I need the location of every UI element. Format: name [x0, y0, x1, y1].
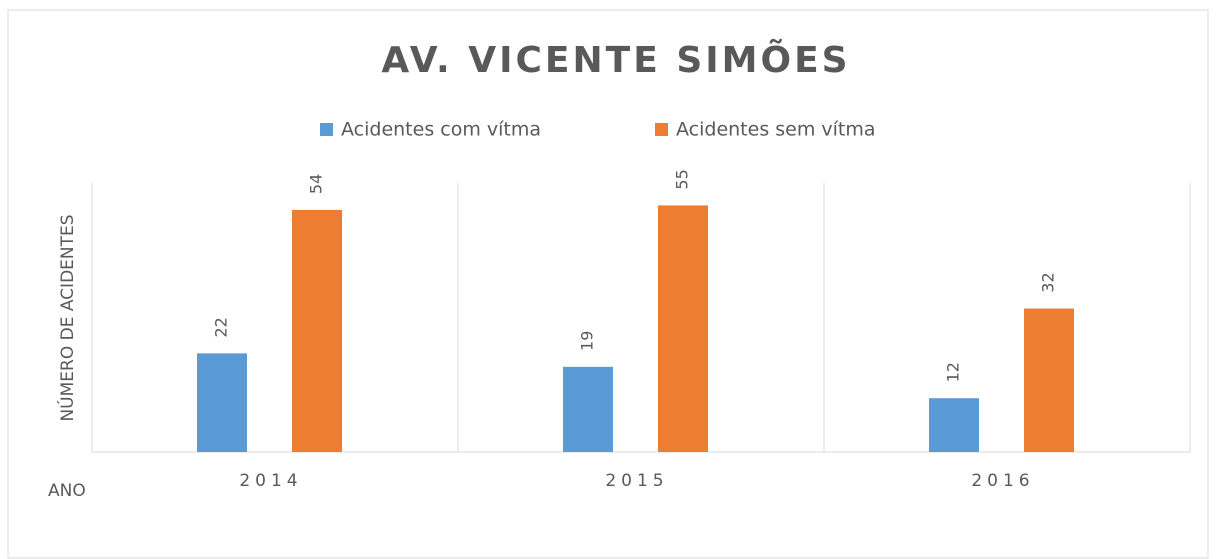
legend-label: Acidentes com vítma	[341, 119, 541, 141]
bar	[292, 209, 342, 452]
data-label: 55	[673, 169, 692, 189]
data-label: 32	[1039, 272, 1058, 292]
chart-frame	[7, 9, 1209, 559]
bar	[197, 353, 247, 452]
data-label: 22	[212, 317, 231, 337]
x-tick-label: 2014	[239, 471, 302, 491]
legend-swatch	[655, 123, 668, 136]
legend-label: Acidentes sem vítma	[676, 119, 876, 141]
data-label: 54	[307, 174, 326, 194]
bar	[929, 398, 979, 452]
x-tick-label: 2016	[971, 471, 1034, 491]
bar	[1024, 308, 1074, 452]
x-axis-label: ANO	[48, 481, 86, 501]
data-label: 12	[944, 362, 963, 382]
data-label: 19	[578, 331, 597, 351]
x-tick-label: 2015	[605, 471, 668, 491]
legend-swatch	[320, 123, 333, 136]
bar	[658, 205, 708, 452]
bar	[563, 366, 613, 452]
y-axis-label: NÚMERO DE ACIDENTES	[56, 214, 78, 421]
chart-title: AV. VICENTE SIMÕES	[381, 39, 850, 81]
